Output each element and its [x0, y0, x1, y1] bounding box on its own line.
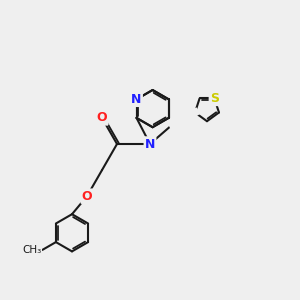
Text: O: O	[82, 190, 92, 203]
Text: S: S	[210, 92, 219, 105]
Text: CH₃: CH₃	[22, 245, 41, 255]
Text: N: N	[131, 93, 142, 106]
Text: O: O	[97, 111, 107, 124]
Text: N: N	[145, 137, 155, 151]
